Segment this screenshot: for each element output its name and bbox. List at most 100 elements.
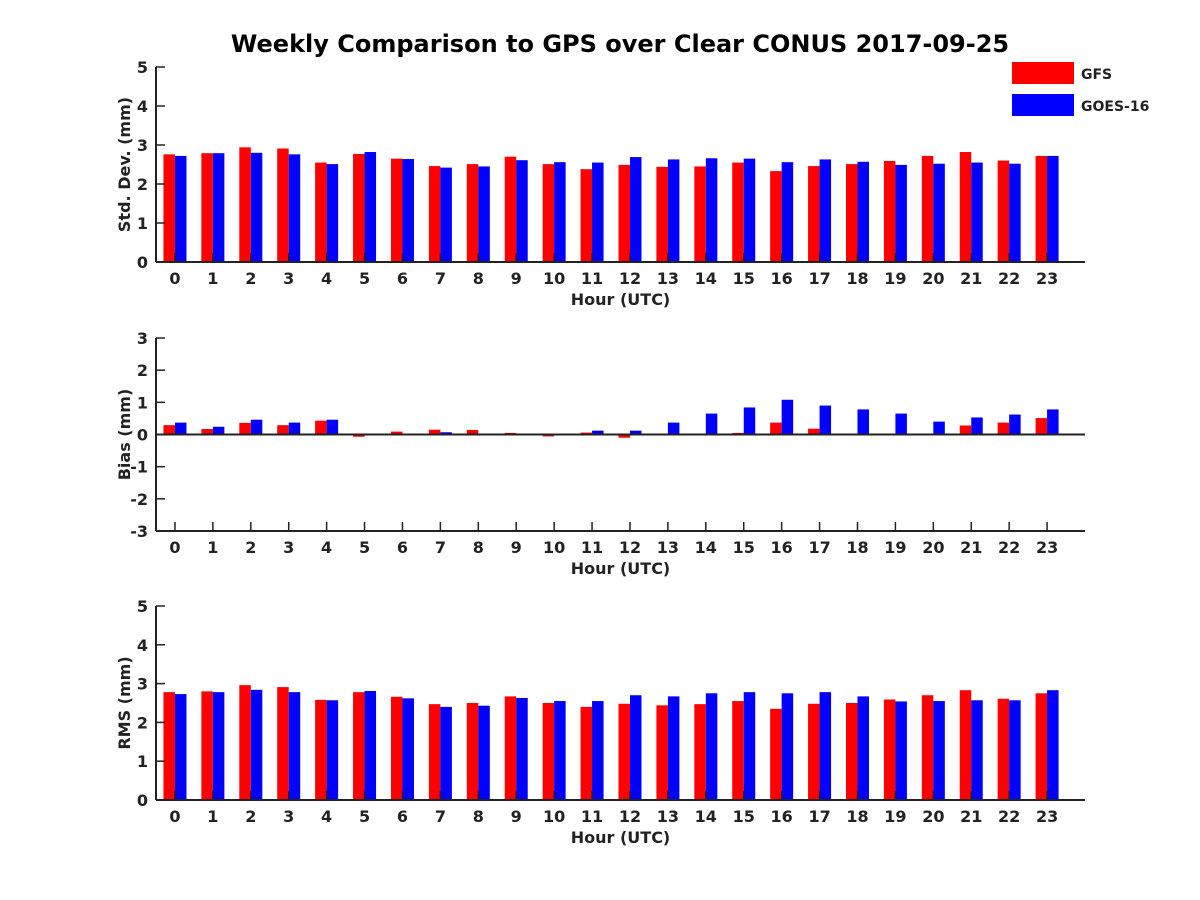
bar-gfs-hour-21 — [959, 425, 972, 435]
x-tick-label: 13 — [657, 269, 679, 288]
bar-gfs-hour-9 — [504, 696, 517, 800]
x-tick-label: 18 — [846, 807, 868, 826]
bar-gfs-hour-5 — [353, 434, 365, 437]
y-tick-label: 4 — [137, 97, 148, 116]
x-tick-label: 12 — [619, 269, 641, 288]
bar-gfs-hour-16 — [770, 422, 782, 435]
x-tick-label: 8 — [473, 807, 484, 826]
x-tick-label: 10 — [543, 807, 565, 826]
chart-title: Weekly Comparison to GPS over Clear CONU… — [230, 30, 1010, 58]
bar-gfs-hour-3 — [277, 425, 289, 435]
bar-gfs-hour-7 — [428, 429, 441, 435]
bar-gfs-hour-17 — [808, 428, 820, 435]
bar-goes16-hour-14 — [705, 693, 718, 800]
bar-goes16-hour-4 — [326, 419, 339, 435]
x-tick-label: 1 — [207, 269, 218, 288]
bar-gfs-hour-19 — [883, 160, 896, 262]
y-axis-label: RMS (mm) — [115, 656, 134, 749]
bar-goes16-hour-18 — [857, 696, 869, 800]
x-tick-label: 16 — [771, 807, 793, 826]
x-tick-label: 22 — [998, 269, 1020, 288]
x-tick-label: 11 — [581, 807, 603, 826]
bar-gfs-hour-10 — [542, 164, 555, 262]
y-tick-label: 1 — [137, 214, 148, 233]
bar-goes16-hour-15 — [743, 407, 756, 435]
x-tick-label: 17 — [808, 538, 830, 557]
bar-goes16-hour-21 — [971, 162, 983, 262]
x-tick-label: 2 — [245, 807, 256, 826]
bar-goes16-hour-2 — [250, 152, 263, 262]
bar-goes16-hour-0 — [174, 422, 187, 435]
bar-goes16-hour-10 — [554, 162, 566, 262]
y-tick-label: 3 — [137, 329, 148, 348]
y-tick-label: 5 — [137, 597, 148, 616]
x-tick-label: 1 — [207, 538, 218, 557]
x-tick-label: 23 — [1036, 807, 1058, 826]
bar-goes16-hour-4 — [326, 164, 339, 262]
bar-gfs-hour-22 — [997, 422, 1010, 435]
x-axis-label: Hour (UTC) — [571, 828, 671, 847]
x-tick-label: 0 — [169, 538, 180, 557]
x-tick-label: 20 — [922, 538, 944, 557]
y-tick-label: 0 — [137, 791, 148, 810]
bar-gfs-hour-22 — [997, 160, 1010, 262]
bar-gfs-hour-8 — [466, 164, 479, 262]
x-tick-label: 19 — [884, 538, 906, 557]
x-tick-label: 13 — [657, 807, 679, 826]
legend-label-goes16: GOES-16 — [1081, 99, 1149, 115]
bar-gfs-hour-2 — [239, 147, 251, 262]
x-tick-label: 10 — [543, 538, 565, 557]
bar-gfs-hour-4 — [315, 420, 327, 435]
bar-gfs-hour-2 — [239, 685, 251, 800]
x-tick-label: 6 — [397, 269, 408, 288]
bar-gfs-hour-3 — [277, 148, 289, 262]
bar-gfs-hour-22 — [997, 698, 1010, 800]
x-tick-label: 18 — [846, 538, 868, 557]
x-tick-label: 14 — [695, 269, 717, 288]
x-tick-label: 15 — [733, 807, 755, 826]
bar-goes16-hour-6 — [402, 698, 414, 800]
bar-gfs-hour-16 — [770, 171, 782, 262]
x-tick-label: 15 — [733, 538, 755, 557]
bar-gfs-hour-4 — [315, 162, 327, 262]
bar-gfs-hour-13 — [656, 166, 668, 262]
bar-gfs-hour-8 — [466, 703, 479, 800]
bar-goes16-hour-22 — [1009, 414, 1021, 435]
bar-goes16-hour-17 — [819, 159, 832, 262]
bar-goes16-hour-18 — [857, 161, 869, 262]
bar-goes16-hour-23 — [1047, 409, 1059, 435]
bar-goes16-hour-16 — [781, 162, 794, 262]
bar-goes16-hour-22 — [1009, 700, 1021, 800]
x-tick-label: 12 — [619, 538, 641, 557]
bar-goes16-hour-23 — [1047, 690, 1059, 800]
bar-gfs-hour-11 — [580, 169, 593, 262]
bar-goes16-hour-3 — [288, 422, 301, 435]
x-tick-label: 14 — [695, 807, 717, 826]
x-tick-label: 4 — [321, 269, 332, 288]
bar-gfs-hour-9 — [504, 156, 517, 262]
x-tick-label: 12 — [619, 807, 641, 826]
x-tick-label: 22 — [998, 807, 1020, 826]
bar-gfs-hour-15 — [732, 701, 744, 800]
bar-gfs-hour-11 — [580, 706, 593, 800]
x-tick-label: 5 — [359, 807, 370, 826]
x-tick-label: 3 — [283, 807, 294, 826]
bar-gfs-hour-1 — [201, 429, 213, 435]
bar-gfs-hour-5 — [353, 153, 365, 262]
x-tick-label: 5 — [359, 538, 370, 557]
bar-goes16-hour-8 — [478, 705, 490, 800]
bar-goes16-hour-19 — [895, 164, 907, 262]
bar-goes16-hour-18 — [857, 409, 869, 435]
bar-goes16-hour-7 — [440, 167, 452, 262]
bar-gfs-hour-0 — [163, 425, 175, 435]
y-tick-label: 2 — [137, 713, 148, 732]
bar-goes16-hour-15 — [743, 692, 756, 800]
x-tick-label: 19 — [884, 269, 906, 288]
bar-gfs-hour-16 — [770, 708, 782, 800]
x-tick-label: 9 — [511, 807, 522, 826]
bar-goes16-hour-0 — [174, 694, 187, 800]
bar-goes16-hour-11 — [592, 430, 604, 435]
y-tick-label: 2 — [137, 175, 148, 194]
bar-goes16-hour-5 — [364, 690, 377, 800]
